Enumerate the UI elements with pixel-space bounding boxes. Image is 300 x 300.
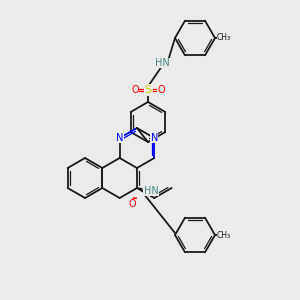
Text: O: O — [128, 199, 136, 209]
Text: CH₃: CH₃ — [217, 34, 231, 43]
Text: O: O — [131, 85, 139, 95]
Text: HN: HN — [154, 58, 169, 68]
Text: S: S — [144, 85, 152, 95]
Text: HN: HN — [144, 186, 159, 196]
Text: CH₃: CH₃ — [217, 230, 231, 239]
Text: N: N — [116, 133, 123, 143]
Text: O: O — [157, 85, 165, 95]
Text: N: N — [151, 133, 158, 143]
